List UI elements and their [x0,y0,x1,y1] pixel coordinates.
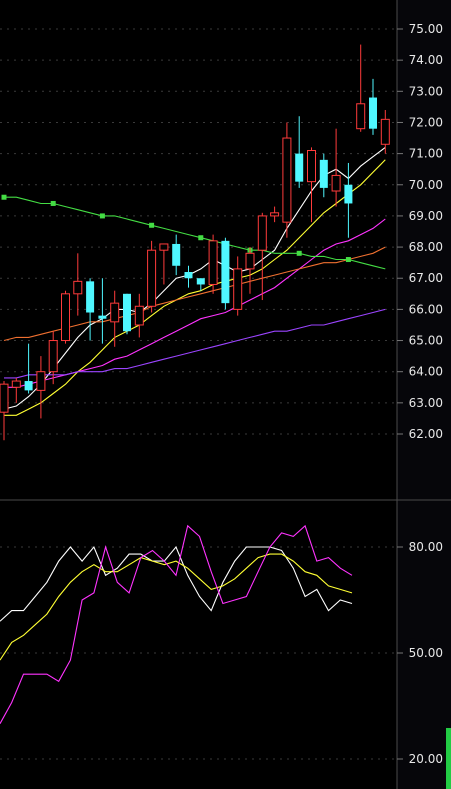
indicator-tick-label: 50.00 [409,646,443,660]
candle-body [110,302,120,323]
price-tick-label: 68.00 [409,240,443,254]
candle-body [208,240,218,285]
candle-body [172,243,181,266]
moving-average-marker [99,213,105,219]
candle-body [245,252,255,270]
moving-average-marker [50,200,56,206]
candle-body [134,305,144,326]
candle-body [36,371,46,391]
price-tick-label: 69.00 [409,209,443,223]
indicator-axis-labels: 80.00 50.00 20.00 [397,540,443,766]
indicator-scroll-marker [446,728,451,789]
indicator-gridlines [0,546,397,760]
candle-body [356,103,366,130]
moving-average-marker [1,194,7,200]
candle-body [184,272,193,279]
indicator-line [0,553,353,661]
indicator-line [0,524,353,724]
candle-body [270,212,280,217]
candle-body [147,249,157,307]
indicator-line [0,545,353,622]
moving-average-marker [198,235,204,241]
candle-body [159,243,169,251]
indicator-lines [0,524,353,724]
price-tick-label: 65.00 [409,334,443,348]
candle-body [257,215,267,251]
candle-body [86,281,95,313]
price-tick-label: 62.00 [409,427,443,441]
indicator-tick-label: 80.00 [409,540,443,554]
candle-body [331,174,341,192]
candle-body [344,184,353,204]
moving-average-marker [296,250,302,256]
candle-body [61,293,70,342]
candle-body [295,153,304,182]
price-tick-label: 74.00 [409,53,443,67]
candle-body [48,340,58,373]
candle-body [24,381,33,391]
candle-body [282,137,292,223]
indicator-tick-label: 20.00 [409,752,443,766]
moving-average-marker [149,222,155,228]
price-tick-label: 67.00 [409,271,443,285]
moving-average-line [4,159,386,416]
candle-body [221,240,230,304]
moving-average-line [4,196,386,270]
candle-body [73,280,83,295]
candle-body [369,97,377,129]
price-axis-labels: 75.00 74.00 73.00 72.00 71.00 70.00 69.00 68.00… [397,22,443,441]
price-tick-label: 64.00 [409,365,443,379]
candle-body [123,293,131,332]
price-tick-label: 63.00 [409,396,443,410]
candle-body [380,118,390,145]
moving-average-line [4,308,386,379]
candle-body [0,383,9,413]
candle-body [196,278,205,285]
price-tick-label: 72.00 [409,115,443,129]
candle-body [98,315,107,319]
candle-body [319,159,328,188]
candle-body [11,380,21,388]
price-tick-label: 66.00 [409,302,443,316]
candlesticks [0,44,390,441]
candle-body [307,150,316,183]
price-tick-label: 70.00 [409,178,443,192]
candle-body [233,268,243,310]
moving-average-marker [345,257,351,263]
price-tick-label: 73.00 [409,84,443,98]
price-tick-label: 75.00 [409,22,443,36]
price-tick-label: 71.00 [409,147,443,161]
